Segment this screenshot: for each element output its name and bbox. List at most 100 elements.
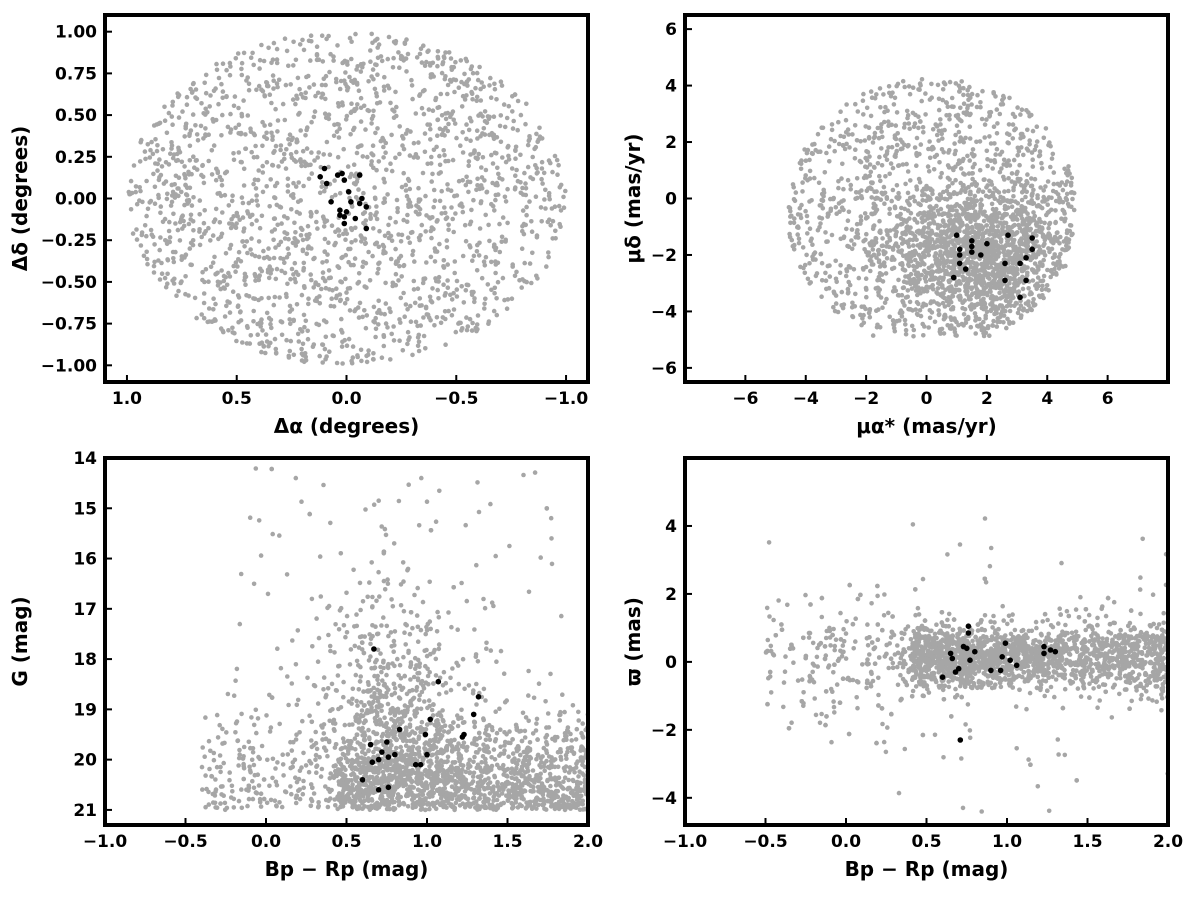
- field-star-point: [956, 129, 962, 135]
- field-star-point: [556, 203, 562, 209]
- field-star-point: [937, 192, 943, 197]
- field-star-point: [498, 139, 504, 145]
- field-star-point: [406, 337, 411, 343]
- field-star-point: [356, 187, 361, 192]
- field-star-point: [491, 134, 496, 139]
- field-star-point: [1015, 105, 1020, 110]
- field-star-point: [1065, 201, 1071, 207]
- field-star-point: [375, 270, 380, 276]
- field-star-point: [331, 304, 337, 309]
- field-star-point: [554, 157, 560, 163]
- field-star-point: [424, 312, 430, 317]
- field-star-point: [996, 190, 1002, 195]
- field-star-point: [285, 189, 291, 194]
- field-star-point: [793, 190, 799, 195]
- field-star-point: [896, 293, 902, 298]
- member-star-point: [343, 209, 350, 215]
- field-star-point: [895, 131, 900, 136]
- field-star-point: [912, 198, 917, 204]
- field-star-point: [367, 278, 373, 283]
- field-star-point: [911, 327, 917, 333]
- field-star-point: [346, 336, 352, 342]
- field-star-point: [412, 259, 417, 264]
- field-star-point: [1046, 231, 1051, 237]
- field-star-point: [148, 227, 154, 233]
- field-star-point: [839, 303, 844, 308]
- field-star-point: [245, 250, 250, 256]
- field-star-point: [962, 239, 968, 244]
- field-star-point: [1010, 295, 1015, 301]
- field-star-point: [846, 264, 852, 269]
- field-star-point: [459, 104, 465, 109]
- field-star-point: [364, 313, 370, 318]
- field-star-point: [460, 150, 466, 155]
- field-star-point: [245, 209, 250, 214]
- field-star-point: [354, 82, 360, 87]
- field-star-point: [235, 51, 241, 56]
- field-star-point: [924, 247, 930, 252]
- field-star-point: [969, 102, 974, 107]
- field-star-point: [293, 475, 299, 481]
- field-star-point: [349, 171, 354, 177]
- field-star-point: [361, 61, 366, 67]
- field-star-point: [287, 309, 293, 314]
- y-tick-label: 0.00: [55, 190, 97, 210]
- field-star-point: [166, 110, 172, 116]
- field-star-point: [202, 80, 207, 86]
- field-star-point: [1002, 189, 1007, 194]
- member-star-point: [363, 225, 370, 232]
- field-star-point: [901, 279, 907, 285]
- field-star-point: [820, 198, 826, 204]
- field-star-point: [864, 165, 870, 170]
- field-star-point: [228, 225, 234, 231]
- field-star-point: [252, 271, 258, 277]
- field-star-point: [932, 319, 938, 325]
- field-star-point: [1049, 156, 1055, 161]
- field-star-point: [943, 271, 948, 277]
- field-star-point: [191, 154, 196, 159]
- field-star-point: [406, 202, 411, 207]
- field-star-point: [149, 232, 155, 237]
- field-star-point: [922, 192, 927, 197]
- field-star-point: [168, 203, 174, 208]
- field-star-point: [823, 230, 828, 235]
- field-star-point: [439, 70, 445, 76]
- field-star-point: [952, 141, 957, 146]
- field-star-point: [294, 302, 300, 307]
- field-star-point: [202, 231, 207, 236]
- field-star-point: [411, 287, 417, 292]
- field-star-point: [449, 67, 455, 72]
- field-star-point: [428, 126, 433, 132]
- field-star-point: [926, 265, 932, 271]
- member-star-point: [337, 207, 343, 213]
- field-star-point: [188, 217, 193, 222]
- field-star-point: [935, 123, 940, 129]
- field-star-point: [488, 95, 494, 100]
- field-star-point: [994, 296, 1000, 302]
- field-star-point: [267, 122, 273, 127]
- field-star-point: [369, 121, 374, 126]
- field-star-point: [391, 115, 397, 120]
- field-star-point: [263, 332, 269, 337]
- field-star-point: [315, 155, 321, 160]
- field-star-point: [303, 163, 308, 169]
- field-star-point: [493, 192, 499, 198]
- field-star-point: [527, 136, 532, 141]
- field-star-point: [985, 215, 991, 220]
- field-star-point: [524, 204, 529, 210]
- member-star-point: [352, 215, 359, 222]
- field-star-point: [156, 192, 161, 198]
- field-star-point: [270, 163, 276, 168]
- field-star-point: [273, 350, 279, 356]
- field-star-point: [993, 94, 998, 99]
- field-star-point: [543, 206, 548, 211]
- field-star-point: [917, 179, 923, 185]
- field-star-point: [515, 98, 521, 104]
- field-star-point: [221, 278, 227, 284]
- field-star-point: [851, 242, 857, 247]
- field-star-point: [214, 67, 220, 73]
- field-star-point: [288, 321, 293, 327]
- field-star-point: [425, 161, 431, 167]
- field-star-point: [445, 128, 451, 134]
- field-star-point: [298, 128, 304, 133]
